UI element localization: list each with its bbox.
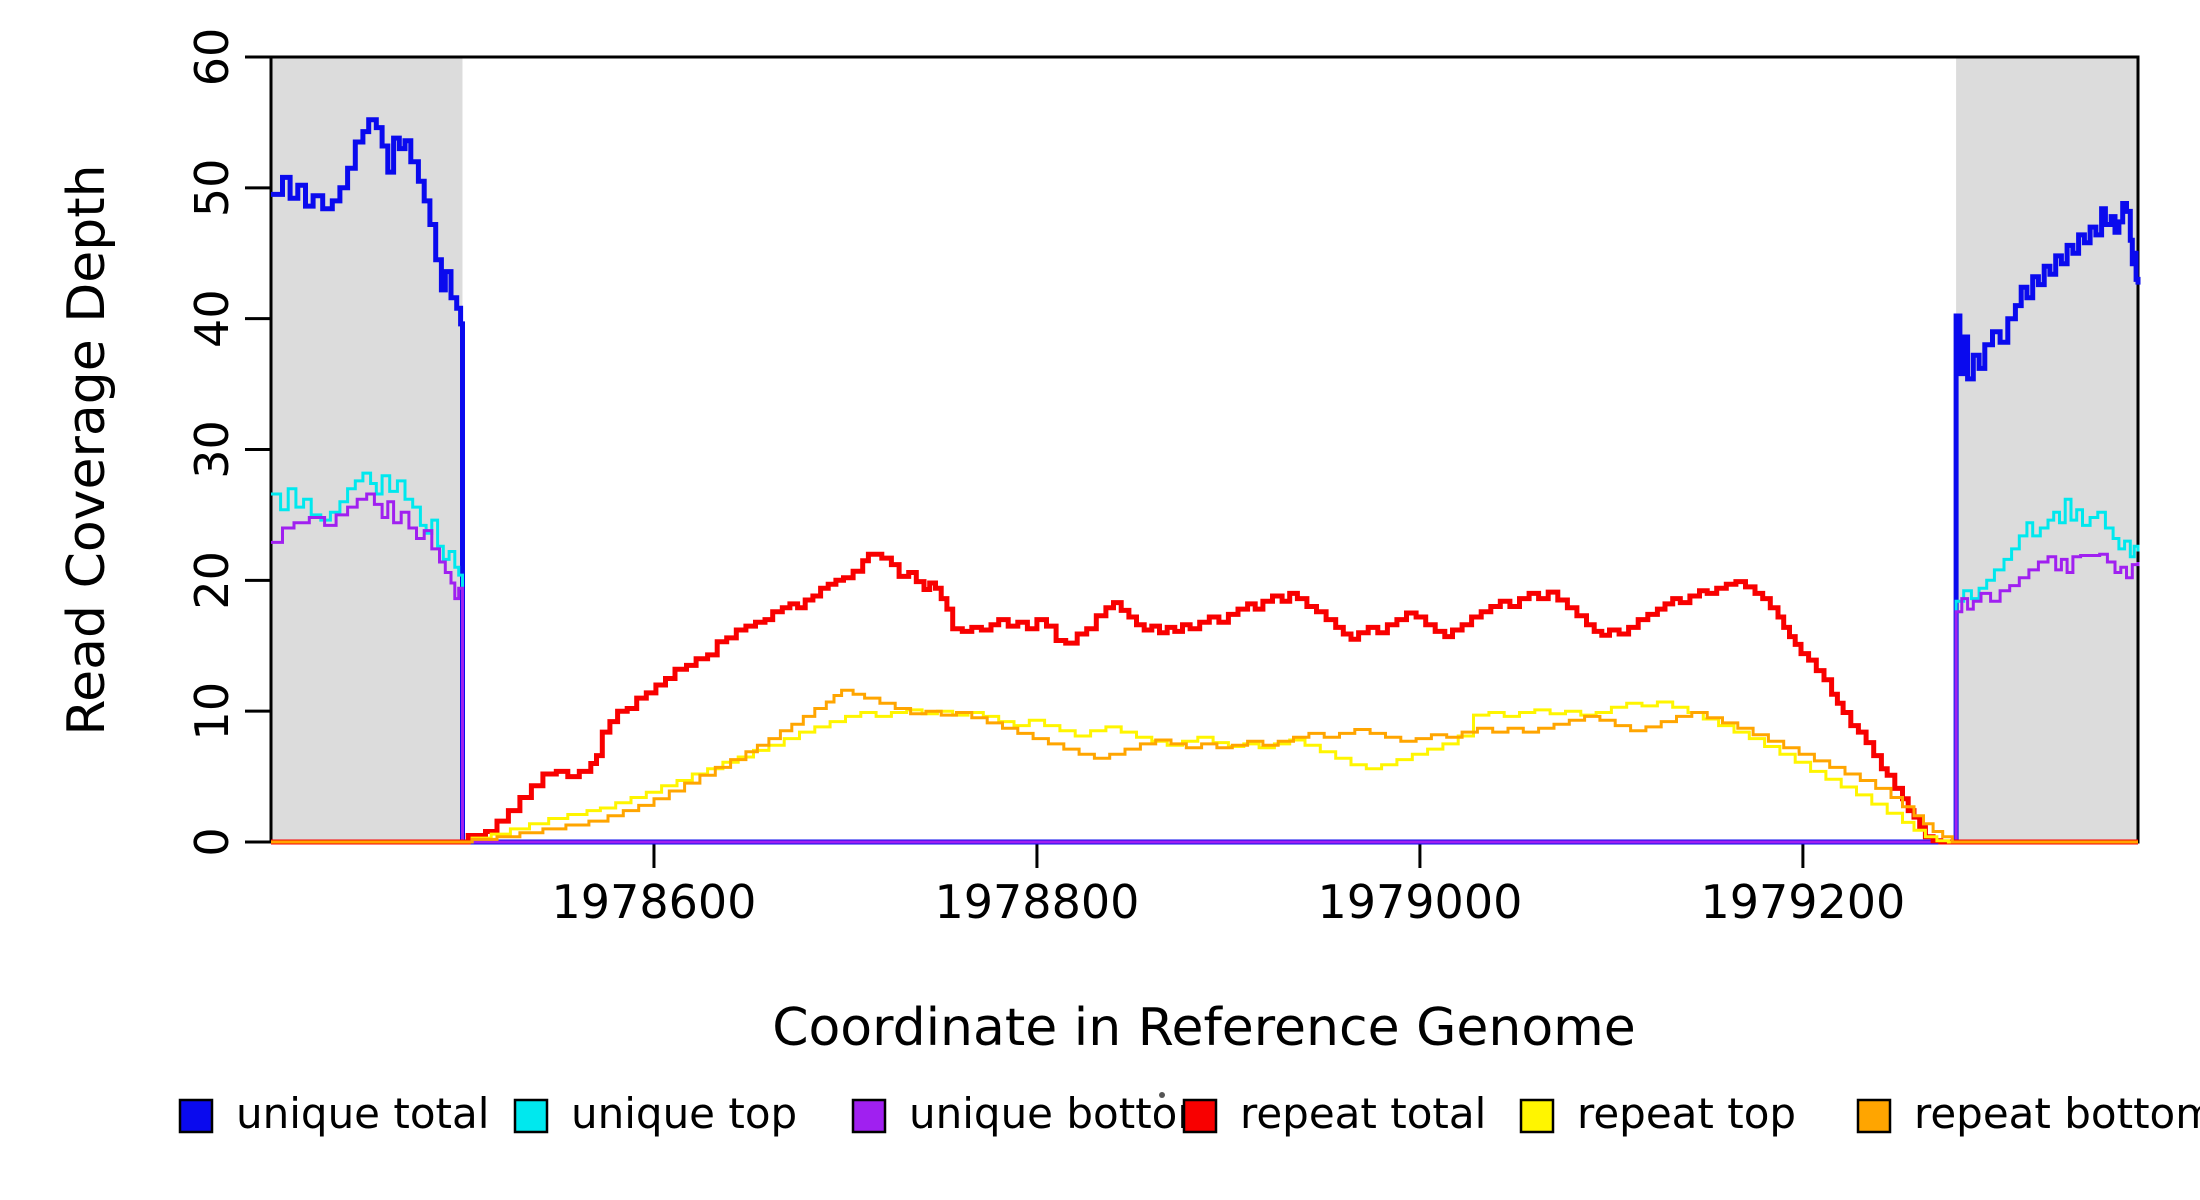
series-line-unique-total (271, 117, 2141, 845)
series-line-repeat-bottom (271, 688, 2138, 844)
legend-label-unique-top: unique top (571, 1089, 797, 1138)
y-tick-label: 30 (185, 420, 239, 479)
y-tick-label: 20 (185, 551, 239, 610)
x-tick-label: 1978600 (552, 875, 757, 929)
x-tick-label: 1978800 (935, 875, 1140, 929)
shaded-region-1 (1956, 57, 2138, 842)
legend-swatch-unique-top (513, 1098, 549, 1134)
legend-label-repeat-total: repeat total (1240, 1089, 1486, 1138)
legend-label-repeat-top: repeat top (1577, 1089, 1796, 1138)
shaded-regions-layer (271, 57, 2138, 842)
legend-label-unique-bottom: unique bottom (909, 1089, 1218, 1138)
x-tick-label: 1979000 (1317, 875, 1522, 929)
y-tick-label: 0 (185, 827, 239, 856)
legend-swatch-unique-total (178, 1098, 214, 1134)
y-tick-label: 60 (185, 28, 239, 87)
series-lines-layer (271, 117, 2141, 845)
series-line-unique-bottom (271, 492, 2140, 844)
legend-swatch-repeat-total (1182, 1098, 1218, 1134)
legend-swatch-repeat-top (1519, 1098, 1555, 1134)
y-axis-title: Read Coverage Depth (57, 164, 117, 735)
y-tick-label: 40 (185, 289, 239, 348)
x-axis-title: Coordinate in Reference Genome (772, 998, 1636, 1058)
legend-swatch-repeat-bottom (1856, 1098, 1892, 1134)
x-tick-label: 1979200 (1700, 875, 1905, 929)
legend: unique total unique top unique bottom repea… (178, 1089, 2200, 1138)
series-line-repeat-total (271, 551, 2138, 845)
y-tick-label: 10 (185, 682, 239, 741)
legend-label-unique-total: unique total (236, 1089, 489, 1138)
y-tick-label: 50 (185, 159, 239, 218)
shaded-region-0 (271, 57, 463, 842)
stray-dot (1159, 1092, 1165, 1098)
axis-ticks-layer: 1978600 1978800 1979000 1979200 0 10 20 30 40 50 6… (185, 28, 1905, 929)
legend-label-repeat-bottom: repeat bottom (1914, 1089, 2200, 1138)
legend-swatch-unique-bottom (851, 1098, 887, 1134)
